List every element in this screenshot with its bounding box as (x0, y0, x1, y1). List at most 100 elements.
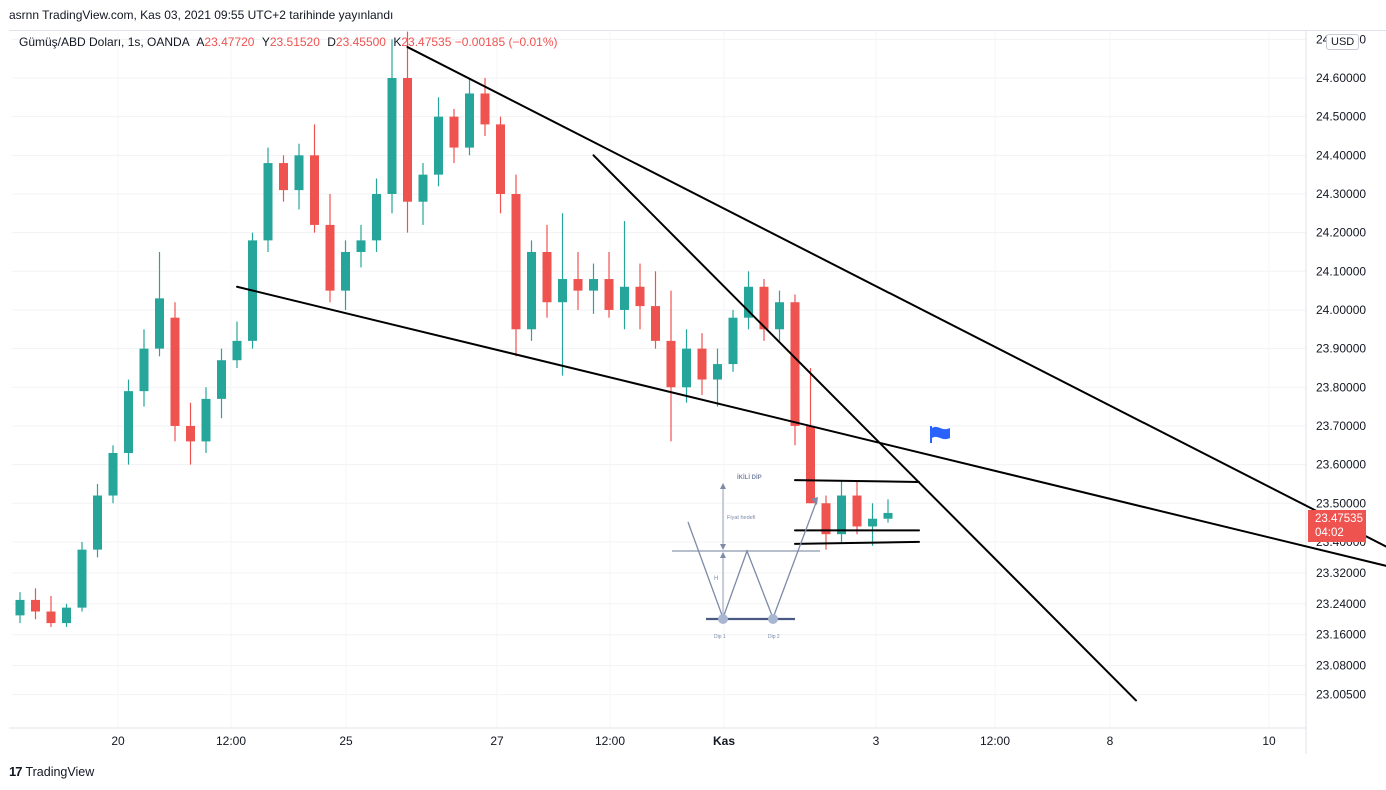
candle-body (806, 425, 815, 504)
candle-body (790, 302, 800, 426)
candle-body (186, 425, 195, 442)
candle-body (124, 391, 133, 454)
candle-body (573, 279, 583, 291)
x-tick-label: 27 (490, 734, 504, 748)
candle-body (46, 611, 56, 624)
candle-body (821, 503, 831, 535)
y-tick-label: 24.50000 (1316, 110, 1366, 124)
candle-body (496, 124, 505, 194)
candle-body (868, 518, 877, 527)
candle-body (744, 286, 753, 318)
y-tick-label: 23.00500 (1316, 688, 1366, 702)
candle-body (356, 240, 366, 252)
candles (15, 31, 893, 627)
candle-body (294, 155, 304, 191)
candle-body (263, 163, 273, 241)
candle-body (15, 599, 25, 616)
brand-name: TradingView (25, 764, 95, 779)
y-tick-label: 23.16000 (1316, 628, 1366, 642)
change-value: −0.00185 (−0.01%) (454, 35, 558, 49)
x-tick-label: 12:00 (595, 734, 625, 748)
inset-dip2-marker (768, 614, 778, 624)
grid (12, 30, 1306, 728)
candle-body (883, 512, 893, 519)
x-tick-label: 12:00 (980, 734, 1010, 748)
inset-h-arrow-head (720, 552, 726, 558)
trendlines[interactable] (236, 46, 1386, 702)
tradingview-logo-icon: 17 (9, 764, 23, 779)
candle-body (527, 251, 536, 330)
y-tick-label: 23.70000 (1316, 419, 1366, 433)
candle-body (387, 78, 397, 194)
price-axis[interactable]: 24.7000024.6000024.5000024.4000024.30000… (1316, 32, 1366, 701)
y-tick-label: 24.30000 (1316, 187, 1366, 201)
candle-body (232, 340, 242, 361)
trendline[interactable] (592, 154, 1137, 702)
candle-body (155, 298, 164, 349)
candle-body (310, 155, 319, 225)
candle-body (480, 93, 490, 125)
symbol-name: Gümüş/ABD Doları, 1s, OANDA (19, 35, 190, 49)
candle-body (728, 317, 738, 365)
candle-body (558, 279, 567, 303)
currency-button[interactable]: USD (1326, 34, 1360, 50)
y-tick-label: 24.40000 (1316, 148, 1366, 162)
candle-body (325, 224, 335, 291)
publication-header: asrnn TradingView.com, Kas 03, 2021 09:5… (0, 0, 1386, 30)
candle-body (852, 495, 862, 527)
candle-body (449, 116, 459, 148)
candle-body (217, 360, 226, 399)
y-tick-label: 23.24000 (1316, 597, 1366, 611)
candle-body (434, 116, 443, 175)
inset-w-pattern (687, 499, 818, 620)
candle-body (651, 306, 660, 341)
last-price: 23.47535 (1315, 513, 1363, 525)
x-tick-label: Kas (713, 734, 735, 748)
double-bottom-inset: İKİLİ DİP Fiyat hedefi H Dip 1 Dip 2 (672, 474, 820, 640)
flag-icon[interactable] (930, 426, 950, 443)
x-tick-label: 8 (1107, 734, 1114, 748)
candle-body (62, 607, 71, 624)
last-price-tag: 23.47535 04:02 (1308, 510, 1366, 542)
candle-body (713, 364, 722, 380)
trendline[interactable] (236, 285, 1386, 573)
candle-body (139, 348, 149, 392)
y-tick-label: 24.20000 (1316, 226, 1366, 240)
candle-body (511, 193, 521, 330)
candle-body (31, 599, 40, 612)
candle-body (759, 286, 769, 330)
y-tick-label: 24.00000 (1316, 303, 1366, 317)
inset-arrow-head-out (811, 497, 818, 505)
bar-countdown: 04:02 (1315, 527, 1344, 539)
inset-arrow-head-down (720, 544, 726, 550)
trendline[interactable] (406, 46, 1386, 561)
symbol-legend[interactable]: Gümüş/ABD Doları, 1s, OANDA A23.47720 Y2… (19, 35, 558, 49)
candle-body (697, 348, 707, 380)
open-label: A (196, 35, 205, 49)
candle-body (418, 174, 428, 202)
chart-frame[interactable] (9, 30, 1386, 755)
trendline[interactable] (794, 540, 920, 545)
candle-body (201, 398, 211, 442)
candle-body (372, 193, 381, 241)
candle-body (682, 348, 691, 388)
y-tick-label: 23.90000 (1316, 342, 1366, 356)
footer[interactable]: 17 TradingView (9, 764, 94, 779)
y-tick-label: 24.10000 (1316, 264, 1366, 278)
x-tick-label: 12:00 (216, 734, 246, 748)
candle-body (403, 78, 412, 202)
y-tick-label: 23.80000 (1316, 380, 1366, 394)
y-tick-label: 23.50000 (1316, 496, 1366, 510)
x-tick-label: 10 (1262, 734, 1276, 748)
close-label: K (393, 35, 402, 49)
candle-body (542, 251, 552, 303)
trendline[interactable] (794, 479, 920, 483)
close-value: 23.47535 (401, 35, 452, 49)
low-label: D (327, 35, 336, 49)
candle-body (93, 495, 102, 550)
time-axis[interactable]: 20 12:00 25 27 12:00 Kas 3 12:00 8 10 (111, 734, 1276, 748)
x-tick-label: 20 (111, 734, 125, 748)
candle-body (666, 340, 676, 388)
published-line: asrnn TradingView.com, Kas 03, 2021 09:5… (9, 8, 394, 22)
